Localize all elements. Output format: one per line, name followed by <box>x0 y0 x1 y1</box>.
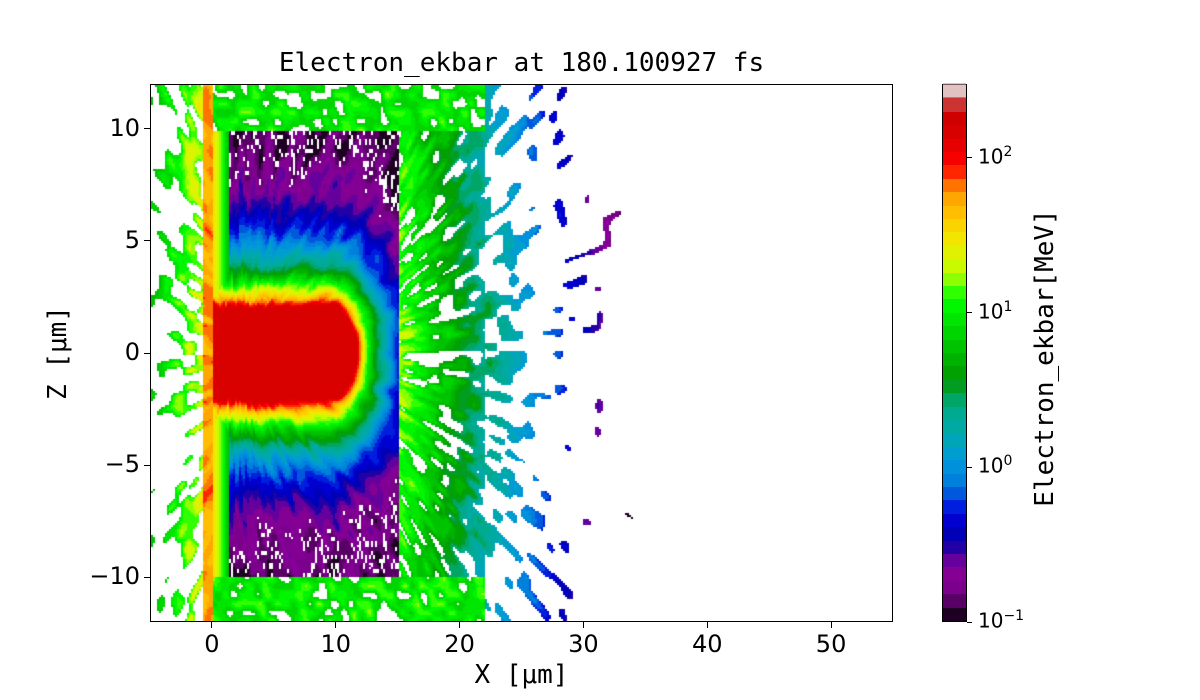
colorbar-level <box>943 579 966 595</box>
colorbar-level <box>943 405 966 420</box>
colorbar-level <box>943 378 966 394</box>
colorbar-level <box>943 244 966 260</box>
x-tick-mark <box>706 622 708 628</box>
x-axis-label: X [μm] <box>474 660 569 690</box>
colorbar-level <box>943 163 966 179</box>
y-tick-label: −5 <box>104 450 140 479</box>
colorbar-tick-mark <box>967 621 972 623</box>
colorbar-level <box>943 552 966 568</box>
tick-exponent: 0 <box>1003 453 1013 470</box>
colorbar-level <box>943 257 966 273</box>
colorbar-level <box>943 137 966 152</box>
x-tick-label: 0 <box>204 630 220 658</box>
colorbar-level <box>943 123 966 139</box>
y-tick-label: −10 <box>89 562 140 591</box>
chart-title: Electron_ekbar at 180.100927 fs <box>278 48 765 78</box>
colorbar-level <box>943 83 966 99</box>
y-tick-label: 5 <box>124 225 140 254</box>
tick-exponent: 1 <box>1003 298 1013 315</box>
y-tick-mark <box>144 576 150 578</box>
colorbar-tick-label: 101 <box>978 299 1012 324</box>
colorbar-level <box>943 565 966 581</box>
y-tick-mark <box>144 352 150 354</box>
colorbar-level <box>943 592 966 608</box>
x-tick-mark <box>335 622 337 628</box>
colorbar-level <box>943 485 966 501</box>
colorbar-level <box>943 458 966 474</box>
colorbar-level <box>943 311 966 327</box>
colorbar-level <box>943 364 966 380</box>
y-tick-mark <box>144 128 150 130</box>
x-tick-mark <box>830 622 832 628</box>
colorbar-level <box>943 297 966 313</box>
colorbar-level <box>943 472 966 487</box>
colorbar-label: Electron_ekbar[MeV] <box>1030 209 1060 507</box>
tick-base: 10 <box>978 608 1004 633</box>
x-tick-label: 50 <box>815 630 847 658</box>
colorbar-tick-mark <box>967 157 972 159</box>
colorbar-level <box>943 284 966 300</box>
colorbar-level <box>943 150 966 166</box>
colorbar-level <box>943 177 966 193</box>
colorbar-tick-mark <box>967 466 972 468</box>
y-tick-label: 0 <box>124 338 140 366</box>
colorbar-level <box>943 539 966 554</box>
y-tick-mark <box>144 464 150 466</box>
energy-heatmap <box>151 85 892 621</box>
colorbar-tick-mark <box>967 312 972 314</box>
x-tick-label: 10 <box>320 630 352 658</box>
x-tick-label: 20 <box>444 630 475 658</box>
tick-base: 10 <box>978 144 1004 169</box>
y-tick-label: 10 <box>109 113 140 142</box>
tick-base: 10 <box>978 453 1004 478</box>
plot-area <box>150 84 893 622</box>
x-tick-mark <box>459 622 461 628</box>
colorbar-level <box>943 606 966 621</box>
colorbar-level <box>943 418 966 434</box>
tick-exponent: −1 <box>1003 608 1025 624</box>
colorbar-level <box>943 512 966 528</box>
x-tick-mark <box>211 622 213 628</box>
colorbar-tick-label: 10−1 <box>978 608 1024 633</box>
colorbar-level <box>943 338 966 353</box>
colorbar-tick-label: 102 <box>978 144 1012 169</box>
colorbar-level <box>943 445 966 461</box>
x-tick-label: 30 <box>568 630 599 658</box>
colorbar-level <box>943 217 966 233</box>
colorbar-level <box>943 190 966 206</box>
colorbar-level <box>943 271 966 286</box>
colorbar-level <box>943 525 966 541</box>
tick-exponent: 2 <box>1003 143 1013 160</box>
colorbar-tick-label: 100 <box>978 453 1012 478</box>
colorbar-level <box>943 204 966 219</box>
colorbar-level <box>943 351 966 367</box>
x-tick-label: 40 <box>691 630 723 658</box>
x-tick-mark <box>582 622 584 628</box>
colorbar-level <box>943 96 966 112</box>
tick-base: 10 <box>978 299 1004 324</box>
colorbar-level <box>943 110 966 126</box>
colorbar-level <box>943 431 966 447</box>
colorbar-level <box>943 391 966 407</box>
colorbar-level <box>943 324 966 340</box>
colorbar <box>942 83 967 622</box>
y-tick-mark <box>144 240 150 242</box>
colorbar-level <box>943 498 966 514</box>
colorbar-level <box>943 230 966 246</box>
